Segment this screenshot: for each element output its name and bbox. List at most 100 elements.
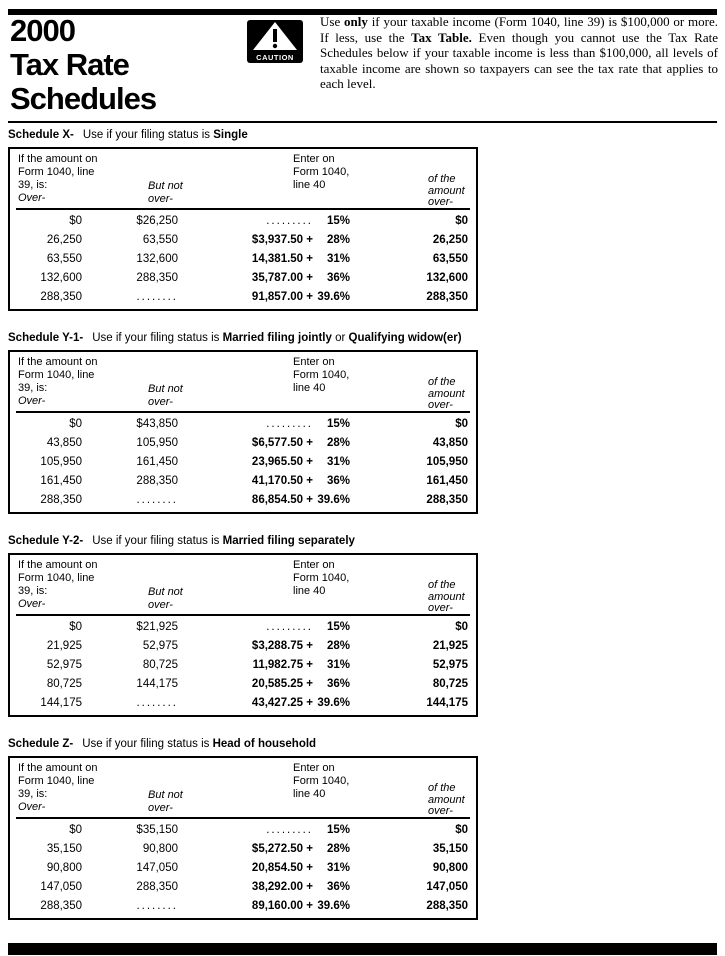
caution-icon-label: CAUTION xyxy=(256,53,294,62)
header-amount-column: If the amount on Form 1040, line 39, is:… xyxy=(18,356,98,408)
cell-over: $0 xyxy=(69,621,82,633)
cell-enter-on: 86,854.50 + 39.6% xyxy=(178,491,350,510)
cell-rate: 39.6% xyxy=(317,697,350,709)
table-row: $0 $26,250 ......... 15% $0 xyxy=(10,212,476,231)
header-rule xyxy=(16,208,470,210)
table-row: 132,600 288,350 35,787.00 + 36% 132,600 xyxy=(10,269,476,288)
header-but-not-over-column: But not over- xyxy=(148,789,183,815)
cell-rate: 15% xyxy=(326,215,350,227)
table-row: $0 $35,150 ......... 15% $0 xyxy=(10,821,476,840)
cell-of-amount-over: 35,150 xyxy=(432,843,468,855)
header-text: of the xyxy=(428,579,456,591)
header-but-not-over-column: But not over- xyxy=(148,586,183,612)
cell-of-amount-over: 144,175 xyxy=(426,697,468,709)
schedule-section: Schedule Z- Use if your filing status is … xyxy=(8,737,478,920)
header-text: Enter on xyxy=(293,559,335,571)
schedule-heading: Schedule Y-2- Use if your filing status i… xyxy=(8,534,478,548)
tax-rate-table: If the amount on Form 1040, line 39, is:… xyxy=(8,553,478,717)
header-text: But not xyxy=(148,586,183,598)
schedule-description: Use if your filing status is Married fil… xyxy=(92,535,355,547)
cell-but-not-over: 132,600 xyxy=(136,253,178,265)
table-row: 144,175 ........ 43,427.25 + 39.6% 144,17… xyxy=(10,694,476,713)
cell-enter-on: $5,272.50 + 28% xyxy=(178,840,350,859)
cell-rate: 36% xyxy=(326,475,350,487)
cell-but-not-over: 288,350 xyxy=(136,475,178,487)
cell-but-not-over: 105,950 xyxy=(136,437,178,449)
cell-enter-on: ......... 15% xyxy=(178,821,350,840)
cell-but-not-over: 52,975 xyxy=(142,640,178,652)
cell-but-not-over: 63,550 xyxy=(142,234,178,246)
cell-of-amount-over: $0 xyxy=(455,418,468,430)
header-rule xyxy=(16,614,470,616)
header-text: line 40 xyxy=(293,585,326,597)
table-header-row: If the amount on Form 1040, line 39, is:… xyxy=(10,555,476,614)
cell-base-tax: 89,160.00 + xyxy=(251,900,313,912)
header-over-label: Over- xyxy=(18,395,46,407)
cell-over: 80,725 xyxy=(46,678,82,690)
header-text: line 40 xyxy=(293,179,326,191)
table-body: $0 $35,150 ......... 15% $0 35,150 90,800… xyxy=(10,819,476,918)
header-over-label: Over- xyxy=(18,192,46,204)
header-but-not-over-column: But not over- xyxy=(148,383,183,409)
intro-text: Even though you cannot use the Tax Rate … xyxy=(320,29,718,92)
header-text: But not xyxy=(148,383,183,395)
schedule-description: Use if your filing status is Head of hou… xyxy=(82,738,316,750)
header-text: Form 1040, xyxy=(293,775,350,787)
cell-enter-on: ......... 15% xyxy=(178,618,350,637)
header-text: amount xyxy=(428,387,465,400)
header-text: But not xyxy=(148,180,183,192)
cell-of-amount-over: 288,350 xyxy=(426,900,468,912)
cell-base-tax: ......... xyxy=(266,824,313,836)
cell-but-not-over: 80,725 xyxy=(142,659,178,671)
cell-rate: 36% xyxy=(326,881,350,893)
cell-base-tax: 35,787.00 + xyxy=(251,272,313,284)
schedule-label: Schedule Y-2- xyxy=(8,535,84,547)
caution-icon: CAUTION xyxy=(247,20,303,63)
page-title-line: Tax Rate xyxy=(10,47,130,82)
cell-enter-on: $3,937.50 + 28% xyxy=(178,231,350,250)
cell-but-not-over: ........ xyxy=(136,697,178,709)
cell-but-not-over: 288,350 xyxy=(136,272,178,284)
tax-rate-table: If the amount on Form 1040, line 39, is:… xyxy=(8,756,478,920)
schedule-heading: Schedule X- Use if your filing status is … xyxy=(8,128,478,142)
cell-enter-on: 41,170.50 + 36% xyxy=(178,472,350,491)
schedule-description: Use if your filing status is Single xyxy=(83,129,248,141)
cell-over: 90,800 xyxy=(46,862,82,874)
cell-over: 52,975 xyxy=(46,659,82,671)
schedule-heading: Schedule Y-1- Use if your filing status i… xyxy=(8,331,478,345)
schedule-description-text: Use if your filing status is xyxy=(82,738,213,750)
cell-rate: 15% xyxy=(326,621,350,633)
cell-base-tax: ......... xyxy=(266,215,313,227)
cell-enter-on: 20,585.25 + 36% xyxy=(178,675,350,694)
header-text: over- xyxy=(428,196,453,208)
header-of-amount-over-column: of the amount over- xyxy=(428,173,465,209)
cell-base-tax: 23,965.50 + xyxy=(251,456,313,468)
schedules-container: Schedule X- Use if your filing status is … xyxy=(8,128,478,920)
cell-base-tax: ......... xyxy=(266,418,313,430)
cell-but-not-over: 147,050 xyxy=(136,862,178,874)
cell-enter-on: 11,982.75 + 31% xyxy=(178,656,350,675)
schedule-label: Schedule X- xyxy=(8,129,74,141)
header-amount-column: If the amount on Form 1040, line 39, is:… xyxy=(18,762,98,814)
bottom-rule-bar xyxy=(8,943,717,955)
cell-base-tax: 20,585.25 + xyxy=(251,678,313,690)
filing-status-emphasis: Head of household xyxy=(212,738,317,750)
cell-rate: 31% xyxy=(326,456,350,468)
schedule-description-text: Use if your filing status is xyxy=(82,129,214,141)
intro-text-bold: only xyxy=(344,14,368,29)
filing-status-emphasis: Married filing separately xyxy=(222,535,355,547)
schedule-description-text: Use if your filing status is xyxy=(92,332,223,344)
cell-over: 43,850 xyxy=(46,437,82,449)
cell-enter-on: 91,857.00 + 39.6% xyxy=(178,288,350,307)
header-text: Form 1040, line xyxy=(18,369,95,381)
cell-of-amount-over: 105,950 xyxy=(426,456,468,468)
header-text: Enter on xyxy=(293,762,335,774)
header-enter-on-column: Enter on Form 1040, line 40 xyxy=(293,153,349,192)
cell-enter-on: 35,787.00 + 36% xyxy=(178,269,350,288)
table-body: $0 $43,850 ......... 15% $0 43,850 105,95… xyxy=(10,413,476,512)
filing-status-emphasis: Qualifying widow(er) xyxy=(348,332,462,344)
table-row: 35,150 90,800 $5,272.50 + 28% 35,150 xyxy=(10,840,476,859)
cell-of-amount-over: $0 xyxy=(455,215,468,227)
cell-rate: 39.6% xyxy=(317,900,350,912)
cell-of-amount-over: 26,250 xyxy=(432,234,468,246)
